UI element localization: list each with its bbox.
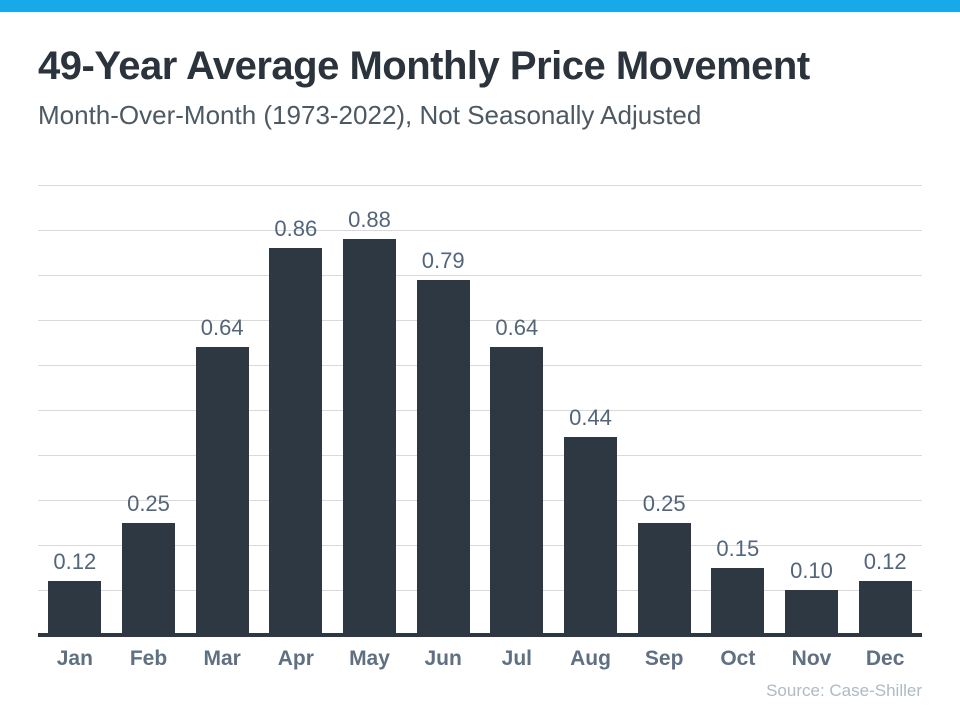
- x-tick-label: Dec: [865, 647, 905, 670]
- bar: [711, 567, 765, 635]
- bar: [343, 239, 396, 635]
- gridline: [38, 229, 922, 231]
- chart-title: 49-Year Average Monthly Price Movement: [38, 44, 810, 88]
- x-tick-label: May: [349, 647, 390, 670]
- gridline: [38, 544, 922, 546]
- bar-value-label: 0.10: [790, 558, 833, 583]
- bar: [48, 581, 102, 635]
- gridline: [38, 454, 922, 456]
- bar: [416, 279, 470, 635]
- top-accent-bar: [0, 0, 960, 12]
- x-tick-label: Aug: [570, 647, 611, 670]
- bar: [122, 522, 175, 635]
- bar-value-label: 0.44: [569, 405, 612, 430]
- x-tick-label: Jun: [424, 647, 462, 670]
- gridline: [38, 409, 922, 411]
- bar-value-label: 0.25: [127, 490, 170, 516]
- x-tick-label: Mar: [203, 647, 241, 670]
- chart-subtitle: Month-Over-Month (1973-2022), Not Season…: [38, 100, 702, 130]
- gridline: [38, 589, 922, 591]
- bar-value-label: 0.64: [495, 315, 539, 340]
- gridline: [38, 319, 922, 321]
- x-tick-label: Nov: [791, 647, 832, 670]
- bar: [195, 347, 249, 635]
- x-axis-line: [38, 633, 922, 637]
- x-tick-label: Feb: [129, 647, 168, 670]
- bar-value-label: 0.79: [421, 247, 465, 273]
- gridline: [38, 274, 922, 276]
- bar: [637, 522, 691, 635]
- bar-value-label: 0.64: [200, 315, 244, 340]
- bar: [858, 581, 912, 635]
- bar-value-label: 0.88: [348, 207, 391, 232]
- bar: [490, 347, 544, 635]
- gridline: [38, 364, 922, 366]
- x-tick-label: Oct: [720, 647, 756, 670]
- bar-value-label: 0.12: [53, 549, 97, 574]
- bar-value-label: 0.25: [642, 490, 686, 516]
- bar: [269, 248, 323, 635]
- bar: [564, 437, 617, 635]
- gridline: [38, 184, 922, 186]
- x-tick-label: Jan: [56, 647, 93, 670]
- gridline: [38, 499, 922, 501]
- bar-value-label: 0.12: [863, 549, 907, 574]
- bar-value-label: 0.86: [274, 216, 318, 241]
- x-tick-label: Jul: [501, 647, 532, 670]
- bar: [785, 590, 838, 635]
- x-tick-label: Apr: [277, 647, 314, 670]
- x-tick-label: Sep: [644, 647, 684, 670]
- bar-value-label: 0.15: [716, 535, 760, 561]
- source-attribution: Source: Case-Shiller: [766, 681, 922, 700]
